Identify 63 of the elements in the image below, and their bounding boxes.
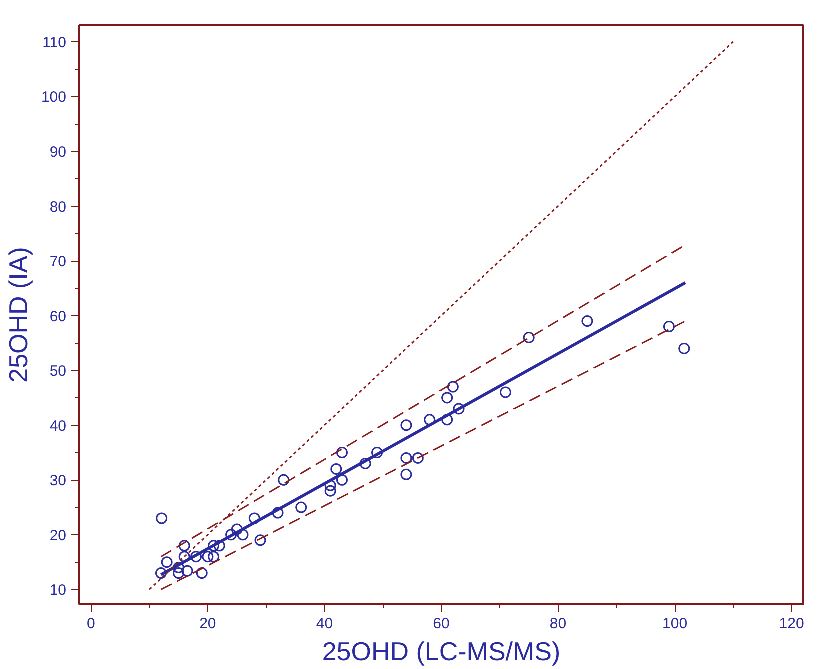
point (442, 392, 454, 404)
point (226, 529, 238, 541)
point (330, 463, 342, 475)
y-tick-label: 70 (50, 254, 67, 271)
point (182, 565, 194, 577)
point (178, 540, 190, 552)
point (278, 474, 290, 486)
point (582, 316, 594, 328)
point (678, 342, 690, 354)
point (231, 524, 243, 536)
point (324, 480, 336, 492)
y-tick-label: 20 (50, 527, 67, 544)
y-tick-label: 100 (41, 89, 67, 106)
y-tick-label: 30 (50, 472, 67, 490)
point (336, 474, 348, 486)
point (155, 568, 167, 580)
point (447, 381, 459, 393)
point (237, 529, 249, 541)
x-tick-label: 0 (87, 616, 96, 632)
point (214, 540, 226, 552)
y-tick-label: 10 (50, 582, 67, 600)
point (500, 386, 512, 398)
y-tick-label: 40 (50, 418, 67, 435)
point (161, 556, 173, 568)
x-tick-label: 60 (433, 616, 450, 632)
y-tick-label: 90 (50, 144, 67, 161)
point (202, 551, 214, 563)
point (178, 551, 190, 563)
point (272, 507, 284, 519)
point (424, 414, 436, 426)
point (190, 551, 202, 563)
point (523, 332, 535, 344)
point (453, 403, 465, 415)
point (372, 447, 384, 459)
point (663, 321, 675, 333)
x-axis-title: 25OHD (LC-MS/MS) (322, 636, 561, 666)
point (248, 512, 260, 524)
point (254, 534, 266, 546)
x-tick-label: 120 (779, 616, 804, 632)
y-tick-label: 110 (42, 34, 67, 52)
point (400, 420, 412, 432)
point (196, 568, 208, 580)
y-tick-label: 60 (50, 308, 67, 326)
point (400, 468, 412, 480)
point (400, 452, 412, 464)
point (442, 414, 454, 426)
y-tick-label: 50 (50, 363, 67, 380)
point (173, 568, 185, 580)
x-tick-label: 20 (200, 616, 216, 632)
point (296, 502, 308, 514)
point (156, 512, 168, 524)
x-tick-label: 80 (550, 616, 567, 632)
y-axis-title: 25OHD (IA) (3, 247, 34, 383)
y-tick-label: 80 (50, 198, 67, 216)
point (324, 485, 336, 497)
x-tick-label: 100 (662, 616, 688, 632)
point (360, 458, 372, 470)
point (336, 447, 348, 459)
point (173, 562, 185, 574)
point (412, 452, 424, 464)
point (208, 551, 220, 563)
point (208, 540, 220, 552)
x-tick-label: 40 (316, 616, 334, 632)
